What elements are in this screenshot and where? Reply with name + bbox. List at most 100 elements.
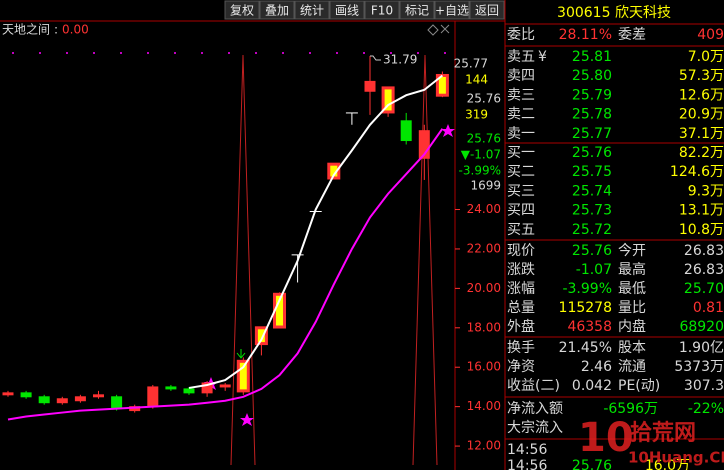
label: 量比 xyxy=(618,300,646,316)
info: -3.99% xyxy=(459,164,501,178)
volume: 9.3万 xyxy=(688,183,724,199)
value: 5373万 xyxy=(674,359,724,375)
value: 307.3 xyxy=(684,378,724,394)
label: 买三 xyxy=(507,183,535,199)
dot xyxy=(147,52,149,54)
label: 外盘 xyxy=(507,318,535,335)
value: 21.45% xyxy=(559,340,612,356)
label: 卖四 xyxy=(507,68,535,84)
price: 25.79 xyxy=(572,87,612,103)
dot xyxy=(444,52,446,54)
toolbar-button[interactable] xyxy=(294,0,330,20)
label: PE(动) xyxy=(618,378,660,394)
toolbar-label[interactable]: 叠加 xyxy=(265,4,289,18)
dot xyxy=(93,52,95,54)
volume: 37.1万 xyxy=(679,126,724,142)
label: 卖三 xyxy=(507,87,535,103)
volume: 13.1万 xyxy=(679,203,724,219)
value: -3.99% xyxy=(562,281,612,297)
candle-body xyxy=(38,396,50,404)
quote-panel: 300615 欣天科技 委比 28.11% 委差 409 ¥ 卖五 25.81 7.… xyxy=(505,5,724,470)
toolbar-label[interactable]: 统计 xyxy=(300,4,324,18)
cursor: ¥ xyxy=(538,49,547,65)
candle-body xyxy=(93,394,104,398)
label: 最低 xyxy=(618,281,646,297)
indicator-sep: : xyxy=(54,23,58,37)
info: 144 xyxy=(465,73,488,87)
price: 25.77 xyxy=(572,126,612,142)
toolbar-button[interactable] xyxy=(469,0,505,20)
toolbar-label[interactable]: 复权 xyxy=(230,4,254,18)
label: 卖一 xyxy=(507,126,535,142)
candle-body xyxy=(418,130,430,159)
indicator-value: 0.00 xyxy=(62,23,89,37)
value: 25.70 xyxy=(684,281,724,297)
toolbar-button[interactable] xyxy=(259,0,295,20)
volume: 16.0万 xyxy=(645,458,690,470)
candle-body xyxy=(254,326,268,346)
y-tick-label: 22.00 xyxy=(467,241,501,255)
info: ▼-1.07 xyxy=(461,148,501,162)
volume: 10.8万 xyxy=(679,222,724,238)
value: 409 xyxy=(697,27,724,43)
info: 319 xyxy=(465,108,488,122)
time: 14:56 xyxy=(507,442,547,458)
label: 买五 xyxy=(507,222,535,238)
toolbar-button[interactable] xyxy=(364,0,400,20)
indicator-name: 天地之间 xyxy=(2,23,50,37)
info-labels: 25.77 144 25.76 319 25.76 ▼-1.07 -3.99% … xyxy=(454,57,501,193)
volume: 7.0万 xyxy=(688,49,724,65)
label: 大宗流入 xyxy=(507,420,563,436)
value: 2.46 xyxy=(581,359,612,375)
info: 25.77 xyxy=(454,57,488,71)
toolbar-button[interactable] xyxy=(399,0,435,20)
value: 28.11% xyxy=(559,27,612,43)
stock-name: 欣天科技 xyxy=(615,5,671,21)
value: 25.76 xyxy=(572,243,612,259)
candle-body xyxy=(165,386,177,390)
label: 总量 xyxy=(507,300,535,316)
label: 涨跌 xyxy=(507,262,535,278)
candle-body xyxy=(20,392,32,398)
candle-body xyxy=(400,120,412,142)
price: 25.80 xyxy=(572,68,612,84)
max-price-label: 31.79 xyxy=(383,53,417,67)
toolbar-button[interactable] xyxy=(329,0,365,20)
label: 买四 xyxy=(507,203,535,219)
toolbar-button[interactable] xyxy=(224,0,260,20)
dot xyxy=(363,52,365,54)
toolbar-label[interactable]: 返回 xyxy=(475,4,499,18)
value: -1.07 xyxy=(576,262,612,278)
value: 68920 xyxy=(679,319,724,335)
watermark-url: 10Huang.CN xyxy=(628,449,724,467)
price: 25.76 xyxy=(572,145,612,161)
toolbar-label[interactable]: +自选 xyxy=(435,4,469,18)
toolbar-button[interactable] xyxy=(434,0,470,20)
label: 最高 xyxy=(618,261,646,278)
dot xyxy=(282,52,284,54)
dot xyxy=(336,52,338,54)
toolbar-label[interactable]: 标记 xyxy=(405,4,429,18)
value: 26.83 xyxy=(684,243,724,259)
y-tick-label: 12.00 xyxy=(467,439,501,453)
label: 收益(二) xyxy=(507,378,560,394)
candle-body xyxy=(147,386,159,408)
dot xyxy=(417,52,419,54)
label: 今开 xyxy=(618,243,646,259)
volume: 12.6万 xyxy=(679,87,724,103)
stock-code: 300615 欣天科技 xyxy=(557,5,671,21)
label: 卖五 xyxy=(507,49,535,65)
value: 115278 xyxy=(559,300,612,316)
time: 14:56 xyxy=(507,458,547,470)
dot xyxy=(39,52,41,54)
value: 26.83 xyxy=(684,262,724,278)
toolbar-label[interactable]: F10 xyxy=(371,4,393,18)
info: 1699 xyxy=(470,179,501,193)
y-tick-label: 18.00 xyxy=(467,320,501,334)
candle-body xyxy=(183,388,195,394)
dot xyxy=(228,52,230,54)
price: 25.72 xyxy=(572,222,612,238)
toolbar-label[interactable]: 画线 xyxy=(335,4,359,18)
volume: 124.6万 xyxy=(670,164,724,180)
watermark-name: 拾荒网 xyxy=(630,420,696,446)
